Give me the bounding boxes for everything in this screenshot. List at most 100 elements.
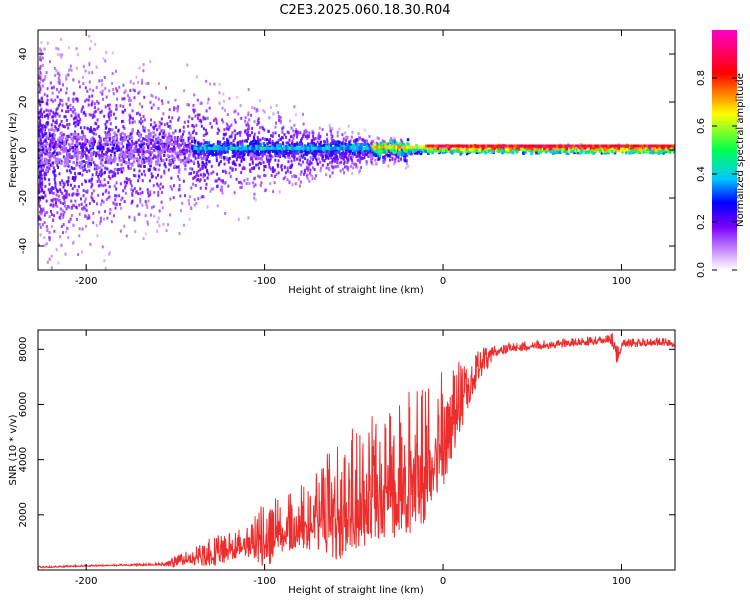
spectrogram-cell (172, 196, 175, 200)
spectrogram-cell (208, 160, 211, 164)
spectrogram-cell (138, 132, 141, 136)
spectrogram-cell (365, 162, 368, 166)
spectrogram-cell (139, 117, 142, 121)
spectrogram-cell (43, 92, 46, 96)
spectrogram-cell (44, 184, 47, 188)
spectrogram-cell (47, 147, 50, 151)
spectrogram-cell (169, 119, 172, 123)
spectrogram-cell (268, 141, 272, 145)
spectrogram-cell (72, 100, 75, 104)
spectrogram-cell (240, 142, 244, 146)
spectrogram-cell (387, 153, 390, 157)
spectrogram-cell (337, 143, 340, 147)
spectrogram-cell (265, 157, 268, 161)
spectrogram-cell (68, 193, 71, 197)
spectrogram-cell (226, 113, 229, 117)
spectrogram-ridge-cell (427, 144, 430, 148)
spectrogram-cell (61, 123, 64, 127)
spectrogram-cell (265, 138, 269, 142)
spectrogram-cell (137, 91, 140, 95)
spectrogram-cell (38, 142, 41, 146)
spectrogram-cell (213, 149, 216, 153)
spectrogram-cell (74, 124, 77, 128)
spectrogram-cell (141, 105, 144, 109)
spectrogram-cell (91, 94, 94, 98)
spectrogram-cell (141, 78, 144, 82)
spectrogram-cell (56, 71, 59, 75)
spectrogram-cell (131, 120, 134, 124)
spectrogram-cell (245, 148, 249, 152)
spectrogram-cell (394, 159, 397, 163)
spectrogram-cell (381, 139, 384, 143)
spectrogram-cell (554, 151, 557, 155)
spectrogram-cell (247, 111, 250, 115)
spectrogram-cell (164, 86, 167, 90)
spectrogram-cell (46, 159, 49, 163)
spectrogram-cell (224, 132, 227, 136)
spectrogram-cell (132, 82, 135, 86)
spectrogram-cell (46, 123, 49, 127)
spectrogram-cell (234, 109, 237, 113)
spectrogram-cell (156, 147, 159, 151)
spectrogram-cell (197, 174, 200, 178)
spectrogram-cell (162, 144, 166, 148)
spectrogram-cell (53, 133, 56, 137)
spectrogram-cell (80, 197, 83, 201)
spectrogram-cell (49, 146, 52, 150)
spectrogram-cell (101, 83, 104, 87)
spectrogram-cell (257, 163, 260, 167)
spectrogram-cell (342, 157, 345, 161)
spectrogram-cell (104, 152, 108, 156)
spectrogram-cell (224, 169, 227, 173)
spectrogram-cell (72, 78, 75, 82)
spectrogram-cell (149, 123, 152, 127)
spectrogram-cell (44, 193, 47, 197)
spectrogram-cell (141, 152, 144, 156)
spectrogram-cell (107, 174, 110, 178)
spectrogram-cell (312, 134, 315, 138)
spectrogram-cell (194, 141, 197, 145)
spectrogram-cell (109, 122, 112, 126)
spectrogram-cell (48, 143, 52, 147)
spectrogram-ridge-cell (311, 146, 314, 150)
spectrogram-cell (124, 191, 127, 195)
spectrogram-cell (336, 140, 340, 144)
spectrogram-cell (75, 157, 79, 161)
spectrogram-cell (157, 159, 160, 163)
spectrogram-cell (83, 126, 86, 130)
spectrogram-cell (63, 204, 66, 208)
spectrogram-cell (103, 75, 106, 79)
spectrogram-cell (283, 165, 286, 169)
spectrogram-cell (235, 158, 238, 162)
spectrogram-cell (99, 162, 103, 166)
spectrogram-cell (228, 96, 231, 100)
spectrogram-cell (338, 155, 342, 159)
spectrogram-cell (200, 120, 203, 124)
spectrogram-cell (153, 214, 156, 218)
spectrogram-cell (84, 168, 87, 172)
spectrogram-cell (415, 148, 418, 152)
spectrogram-cell (111, 51, 114, 55)
spectrogram-cell (246, 127, 249, 131)
spectrogram-cell (335, 148, 338, 152)
spectrogram-cell (48, 236, 51, 240)
spectrogram-cell (76, 155, 79, 159)
spectrogram-cell (167, 124, 170, 128)
spectrogram-cell (93, 163, 96, 167)
spectrogram-cell (546, 147, 549, 151)
spectrogram-cell (144, 232, 147, 236)
spectrogram-ridge-cell (435, 144, 439, 148)
spectrogram-cell (68, 152, 71, 156)
spectrogram-ridge-cell (463, 144, 467, 148)
spectrogram-cell (378, 152, 382, 156)
spectrogram-cell (254, 157, 258, 161)
spectrogram-cell (38, 67, 41, 71)
spectrogram-cell (242, 150, 245, 154)
spectrogram-cell (580, 149, 583, 153)
spectrogram-cell (62, 213, 65, 217)
spectrogram-cell (251, 153, 254, 157)
spectrogram-cell (225, 127, 228, 131)
spectrogram-cell (39, 233, 42, 237)
spectrogram-cell (96, 180, 99, 184)
spectrogram-cell (221, 118, 224, 122)
